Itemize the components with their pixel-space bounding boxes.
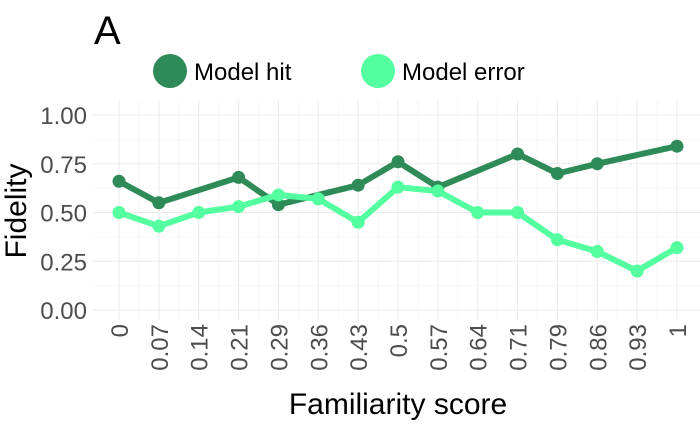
data-point-model-hit: [271, 198, 285, 212]
legend-label-model-hit: Model hit: [194, 59, 292, 86]
x-axis-ticks: 0 0.07 0.14 0.21 0.29 0.36 0.43 0.5 0.57 0.64 0.71…: [107, 324, 692, 371]
data-point-model-hit: [550, 167, 564, 180]
y-tick-label: 0.25: [40, 249, 87, 276]
x-tick-label: 0: [107, 324, 134, 337]
panel-tag: A: [94, 9, 121, 53]
data-point-model-error: [670, 241, 684, 255]
data-point-model-error: [630, 264, 644, 278]
x-tick-label: 0.14: [187, 324, 214, 371]
legend-swatch-model-hit: [153, 54, 187, 88]
y-tick-label: 0.50: [40, 201, 87, 228]
data-point-model-error: [431, 184, 445, 198]
y-axis-title: Fidelity: [0, 163, 33, 258]
x-tick-label: 0.93: [625, 324, 652, 371]
data-point-model-error: [152, 219, 166, 233]
x-tick-label: 0.43: [346, 324, 373, 371]
data-point-model-error: [271, 188, 285, 202]
x-axis-title: Familiarity score: [289, 388, 507, 421]
data-point-model-error: [590, 245, 604, 258]
y-axis-ticks: 0.00 0.25 0.50 0.75 1.00: [40, 103, 87, 325]
data-point-model-hit: [232, 170, 246, 184]
grid: [93, 100, 700, 320]
x-tick-label: 0.5: [386, 324, 413, 357]
x-tick-label: 0.57: [426, 324, 453, 371]
y-tick-label: 1.00: [40, 103, 87, 130]
x-tick-label: 0.71: [506, 324, 533, 371]
x-tick-label: 0.86: [585, 324, 612, 371]
data-point-model-error: [471, 206, 485, 219]
data-point-model-error: [351, 215, 365, 229]
data-point-model-error: [192, 206, 206, 219]
data-point-model-hit: [670, 139, 684, 153]
x-tick-label: 0.36: [306, 324, 333, 371]
legend-label-model-error: Model error: [402, 59, 525, 86]
legend-swatch-model-error: [361, 54, 395, 88]
data-point-model-hit: [511, 147, 525, 161]
x-tick-label: 1: [665, 324, 692, 337]
x-tick-label: 0.21: [227, 324, 254, 371]
data-point-model-error: [311, 192, 325, 206]
data-point-model-hit: [590, 157, 604, 171]
data-point-model-error: [391, 180, 405, 194]
data-point-model-hit: [391, 155, 405, 169]
data-point-model-hit: [152, 196, 166, 210]
legend: Model hit Model error: [153, 54, 525, 88]
data-point-model-error: [232, 200, 246, 214]
data-point-model-error: [550, 233, 564, 247]
y-tick-label: 0.00: [40, 298, 87, 325]
x-tick-label: 0.29: [266, 324, 293, 371]
data-point-model-error: [511, 206, 525, 219]
data-point-model-hit: [351, 178, 365, 192]
x-tick-label: 0.07: [147, 324, 174, 371]
series-layer: [112, 139, 684, 278]
x-tick-label: 0.79: [545, 324, 572, 371]
data-point-model-hit: [112, 174, 126, 188]
x-tick-label: 0.64: [466, 324, 493, 371]
y-tick-label: 0.75: [40, 152, 87, 179]
data-point-model-error: [112, 206, 126, 219]
series-model-error: [112, 180, 684, 278]
